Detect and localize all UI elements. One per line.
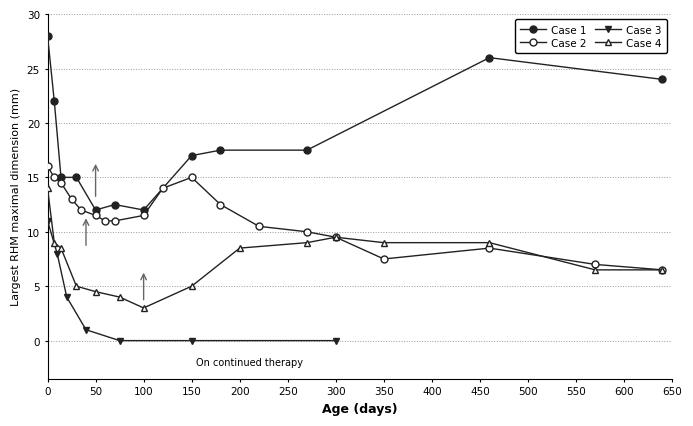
Case 1 — [658, 78, 667, 83]
Case 2 — [188, 176, 196, 181]
Line: Case 1: Case 1 — [44, 33, 666, 214]
Case 1 — [188, 154, 196, 159]
Case 2 — [91, 213, 100, 219]
Case 4 — [380, 241, 388, 246]
Case 4 — [332, 235, 340, 240]
Case 2 — [159, 186, 167, 191]
Case 4 — [303, 241, 311, 246]
Case 2 — [139, 213, 148, 219]
Line: Case 3: Case 3 — [44, 218, 340, 344]
Case 4 — [591, 268, 599, 273]
Case 1 — [50, 99, 58, 104]
X-axis label: Age (days): Age (days) — [322, 402, 398, 415]
Case 2 — [591, 262, 599, 268]
Y-axis label: Largest RHM maximal dimension (mm): Largest RHM maximal dimension (mm) — [11, 88, 21, 306]
Case 2 — [658, 268, 667, 273]
Case 3 — [62, 295, 71, 300]
Case 4 — [57, 246, 65, 251]
Legend: Case 1, Case 2, Case 3, Case 4: Case 1, Case 2, Case 3, Case 4 — [515, 20, 667, 54]
Case 2 — [111, 219, 119, 224]
Text: On continued therapy: On continued therapy — [196, 357, 304, 367]
Case 4 — [485, 241, 493, 246]
Case 2 — [77, 208, 85, 213]
Case 3 — [116, 338, 124, 343]
Case 2 — [67, 197, 76, 202]
Case 4 — [72, 284, 80, 289]
Case 1 — [216, 148, 225, 153]
Case 4 — [658, 268, 667, 273]
Case 1 — [303, 148, 311, 153]
Case 3 — [53, 251, 61, 256]
Case 1 — [485, 56, 493, 61]
Case 2 — [255, 224, 263, 229]
Case 1 — [139, 208, 148, 213]
Case 2 — [101, 219, 109, 224]
Case 3 — [82, 328, 90, 333]
Case 4 — [50, 241, 58, 246]
Case 2 — [303, 230, 311, 235]
Case 4 — [139, 306, 148, 311]
Case 1 — [72, 176, 80, 181]
Case 1 — [91, 208, 100, 213]
Case 2 — [57, 181, 65, 186]
Line: Case 2: Case 2 — [44, 164, 666, 273]
Case 3 — [332, 338, 340, 343]
Case 4 — [236, 246, 244, 251]
Case 2 — [50, 176, 58, 181]
Case 2 — [44, 164, 52, 170]
Case 3 — [44, 219, 52, 224]
Case 4 — [116, 295, 124, 300]
Case 1 — [111, 202, 119, 207]
Case 1 — [44, 34, 52, 39]
Line: Case 4: Case 4 — [44, 185, 666, 312]
Case 1 — [57, 176, 65, 181]
Case 3 — [188, 338, 196, 343]
Case 4 — [188, 284, 196, 289]
Case 4 — [91, 289, 100, 294]
Case 4 — [44, 186, 52, 191]
Case 2 — [380, 257, 388, 262]
Case 2 — [332, 235, 340, 240]
Case 2 — [216, 202, 225, 207]
Case 2 — [485, 246, 493, 251]
